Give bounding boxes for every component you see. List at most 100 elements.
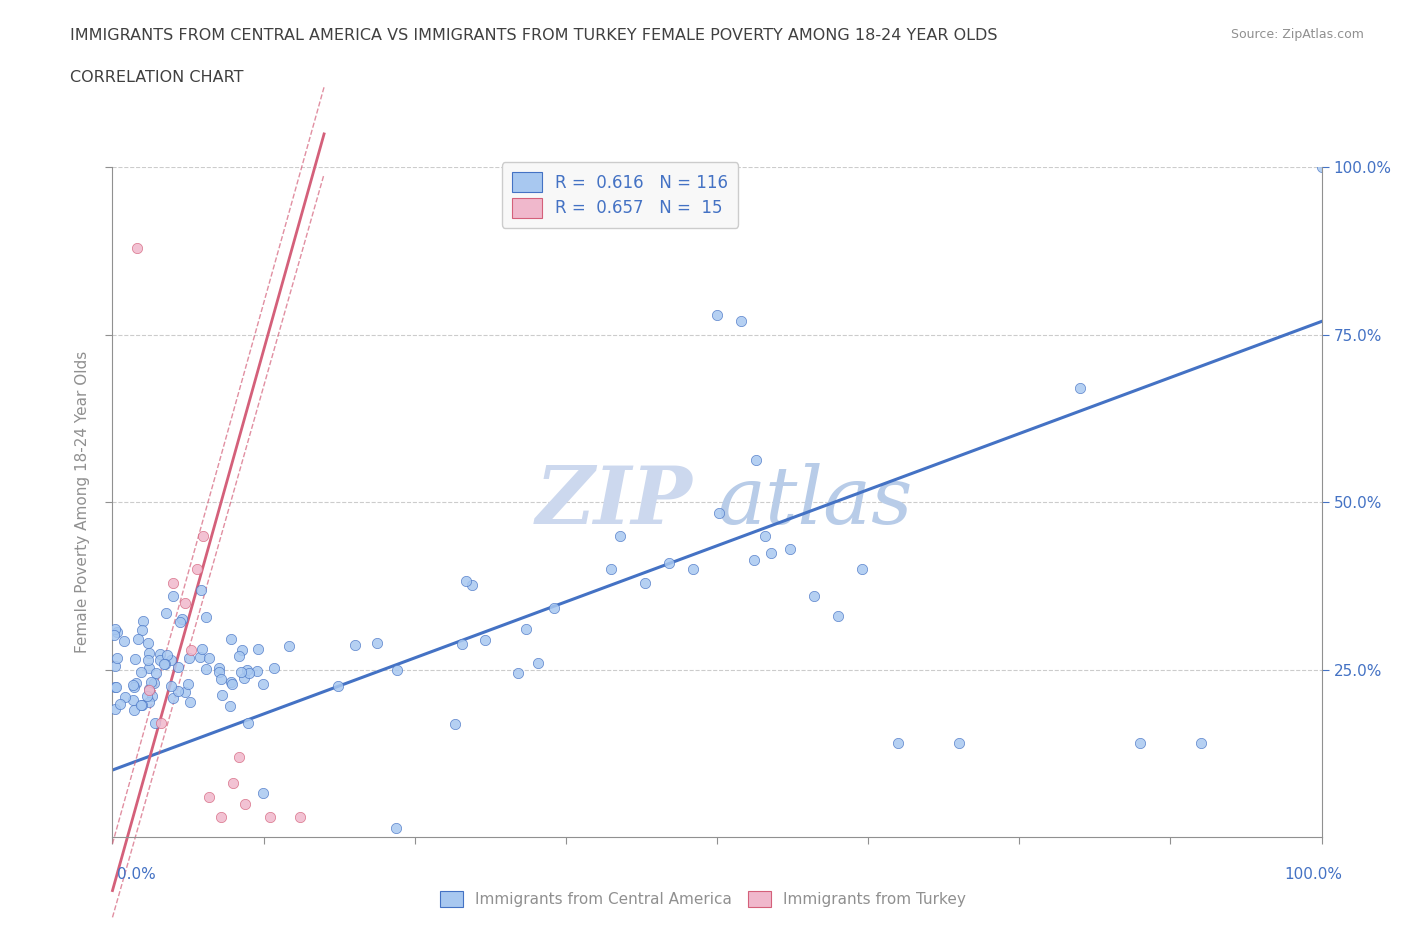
Point <box>186 562 208 577</box>
Point <box>138 695 160 710</box>
Point <box>515 621 537 636</box>
Point <box>188 650 211 665</box>
Point <box>195 609 218 624</box>
Point <box>125 240 148 255</box>
Point <box>141 688 163 703</box>
Point <box>138 645 160 660</box>
Text: Source: ZipAtlas.com: Source: ZipAtlas.com <box>1230 28 1364 41</box>
Point <box>779 541 801 556</box>
Point <box>127 631 149 646</box>
Point <box>122 677 145 692</box>
Point <box>159 653 181 668</box>
Point <box>177 676 200 691</box>
Point <box>122 692 145 707</box>
Point <box>754 528 776 543</box>
Legend: Immigrants from Central America, Immigrants from Turkey: Immigrants from Central America, Immigra… <box>434 884 972 913</box>
Point <box>156 647 179 662</box>
Point <box>633 575 655 590</box>
Point <box>235 663 257 678</box>
Point <box>707 506 730 521</box>
Point <box>138 660 160 675</box>
Point <box>231 643 253 658</box>
Point <box>948 736 970 751</box>
Point <box>682 562 704 577</box>
Point <box>219 675 242 690</box>
Point <box>259 809 281 824</box>
Point <box>162 575 184 590</box>
Point <box>851 562 873 577</box>
Point <box>745 453 768 468</box>
Point <box>136 635 159 650</box>
Point <box>104 680 127 695</box>
Point <box>451 636 474 651</box>
Point <box>114 690 136 705</box>
Point <box>149 653 172 668</box>
Point <box>609 528 631 543</box>
Point <box>600 562 623 577</box>
Point <box>236 716 259 731</box>
Point <box>174 684 197 699</box>
Point <box>221 676 243 691</box>
Point <box>138 683 160 698</box>
Point <box>1189 736 1212 751</box>
Point <box>219 631 242 646</box>
Text: ZIP: ZIP <box>536 463 693 541</box>
Point <box>131 623 153 638</box>
Text: 0.0%: 0.0% <box>117 867 156 882</box>
Point <box>366 635 388 650</box>
Point <box>228 750 250 764</box>
Point <box>444 717 467 732</box>
Point <box>143 675 166 690</box>
Point <box>658 556 681 571</box>
Point <box>247 642 270 657</box>
Point <box>180 642 202 657</box>
Point <box>278 638 301 653</box>
Point <box>105 624 128 639</box>
Legend: R =  0.616   N = 116, R =  0.657   N =  15: R = 0.616 N = 116, R = 0.657 N = 15 <box>502 163 738 228</box>
Point <box>219 699 242 714</box>
Point <box>730 314 752 329</box>
Point <box>228 648 250 663</box>
Point <box>124 652 146 667</box>
Point <box>138 653 160 668</box>
Point <box>135 689 157 704</box>
Point <box>209 671 232 686</box>
Text: atlas: atlas <box>717 463 912 541</box>
Point <box>191 528 214 543</box>
Point <box>344 638 367 653</box>
Point <box>231 664 253 679</box>
Point <box>103 628 125 643</box>
Point <box>112 634 135 649</box>
Point <box>543 601 565 616</box>
Point <box>131 698 153 712</box>
Point <box>155 605 177 620</box>
Point <box>1069 381 1091 396</box>
Point <box>110 697 132 711</box>
Point <box>246 663 269 678</box>
Point <box>761 546 783 561</box>
Point <box>105 650 128 665</box>
Point <box>160 679 183 694</box>
Point <box>222 776 245 790</box>
Text: 100.0%: 100.0% <box>1285 867 1343 882</box>
Point <box>706 307 728 322</box>
Point <box>190 582 212 597</box>
Point <box>138 682 160 697</box>
Point <box>167 659 190 674</box>
Point <box>174 595 197 610</box>
Point <box>129 664 152 679</box>
Point <box>456 574 478 589</box>
Point <box>252 676 274 691</box>
Y-axis label: Female Poverty Among 18-24 Year Olds: Female Poverty Among 18-24 Year Olds <box>75 352 90 654</box>
Text: CORRELATION CHART: CORRELATION CHART <box>70 70 243 85</box>
Point <box>211 687 233 702</box>
Point <box>191 642 214 657</box>
Text: IMMIGRANTS FROM CENTRAL AMERICA VS IMMIGRANTS FROM TURKEY FEMALE POVERTY AMONG 1: IMMIGRANTS FROM CENTRAL AMERICA VS IMMIG… <box>70 28 998 43</box>
Point <box>149 646 172 661</box>
Point <box>143 716 166 731</box>
Point <box>194 661 217 676</box>
Point <box>1310 160 1333 175</box>
Point <box>385 662 408 677</box>
Point <box>104 621 127 636</box>
Point <box>198 650 221 665</box>
